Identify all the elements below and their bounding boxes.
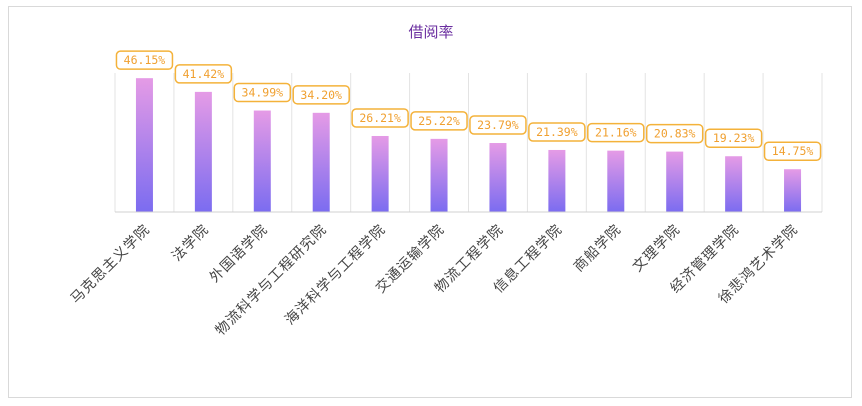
bar [194, 91, 212, 212]
data-label: 46.15% [115, 50, 174, 70]
data-label: 34.99% [233, 82, 292, 103]
data-label-text: 19.23% [713, 131, 755, 145]
data-label-text: 26.21% [359, 111, 401, 125]
bar [784, 169, 802, 212]
category-label: 海洋科学与工程学院 [282, 222, 389, 329]
data-label: 21.16% [587, 122, 645, 143]
data-label-text: 23.79% [477, 118, 519, 132]
data-label-box [528, 122, 586, 142]
data-label-text: 21.16% [595, 126, 637, 140]
category-label: 外国语学院 [207, 222, 271, 286]
category-label: 物流科学与工程研究院 [213, 222, 330, 339]
data-label-text: 34.20% [300, 88, 342, 102]
data-label-box [115, 50, 174, 70]
category-label: 商船学院 [571, 222, 625, 276]
data-label: 20.83% [645, 123, 704, 144]
bar [607, 150, 625, 212]
data-label-box [645, 123, 704, 144]
chart-title: 借阅率 [408, 23, 454, 41]
bar-series [135, 78, 802, 212]
data-label-box [174, 64, 233, 84]
bar [430, 138, 448, 212]
data-label-text: 46.15% [124, 53, 166, 67]
category-label: 法学院 [169, 222, 212, 265]
data-label-text: 21.39% [536, 125, 578, 139]
bar [312, 112, 330, 212]
data-label-box [763, 141, 822, 161]
data-label-text: 34.99% [242, 86, 284, 100]
data-label: 23.79% [469, 115, 527, 135]
category-axis-labels: 马克思主义学院 法学院外国语学院物流科学与工程研究院海洋科学与工程学院交通运输学院… [68, 221, 802, 339]
data-label: 41.42% [174, 64, 233, 84]
chart-frame: 借阅率 46.15% 41.42% 34.99% 34.20% 26.21% 25.22%… [8, 6, 852, 398]
data-label-box [469, 115, 527, 135]
bar [548, 149, 566, 212]
bar [253, 110, 271, 212]
data-label: 14.75% [763, 141, 822, 161]
data-label-text: 25.22% [418, 114, 460, 128]
category-label: 马克思主义学院 [68, 222, 154, 308]
data-label-box [410, 111, 468, 131]
bar-chart: 46.15% 41.42% 34.99% 34.20% 26.21% 25.22% 23.7… [68, 50, 823, 339]
data-label: 26.21% [351, 108, 409, 128]
data-label-box [233, 82, 292, 103]
data-label-box [292, 85, 350, 105]
bar [725, 156, 743, 212]
data-label: 19.23% [704, 128, 763, 148]
data-label-box [704, 128, 763, 148]
data-label-text: 41.42% [183, 67, 225, 81]
data-label-box [351, 108, 409, 128]
data-label: 25.22% [410, 111, 468, 131]
data-label-text: 20.83% [654, 127, 696, 141]
data-label: 21.39% [528, 122, 586, 142]
bar [135, 78, 153, 212]
category-label: 文理学院 [630, 222, 684, 276]
bar [489, 143, 507, 212]
data-label-text: 14.75% [772, 144, 814, 158]
bar [666, 151, 684, 212]
bar [371, 135, 389, 212]
data-label: 34.20% [292, 85, 350, 105]
category-gridlines [114, 73, 823, 212]
data-labels: 46.15% 41.42% 34.99% 34.20% 26.21% 25.22% 23.7… [115, 50, 822, 161]
data-label-box [587, 122, 645, 143]
